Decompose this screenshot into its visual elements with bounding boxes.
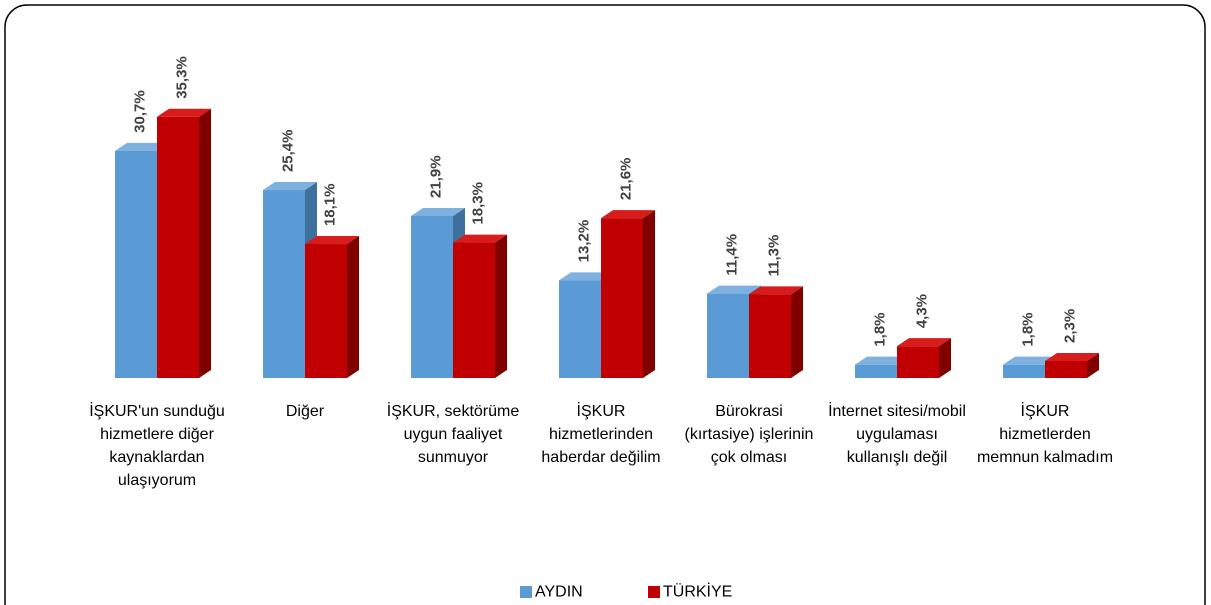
bar-front [263,190,305,378]
x-tick-label: Diğer [285,403,325,420]
bar [453,234,507,378]
bar-front [411,215,453,378]
value-label: 25,4% [280,129,297,172]
bar-top [559,272,613,281]
bar-front [453,242,495,378]
bar-top [157,108,211,117]
bar-front [749,294,791,378]
bar-front [707,293,749,378]
value-label: 11,3% [766,235,783,277]
value-label: 11,4% [724,234,741,276]
bar-front [601,218,643,378]
value-label: 4,3% [914,294,931,328]
bar-front [1045,360,1087,378]
bar-side [199,108,211,378]
bar-top [305,236,359,245]
value-label: 21,6% [618,158,635,201]
bar-side [495,234,507,378]
bar-side [791,286,803,378]
bar [1045,352,1099,378]
x-tick-label: İnternet sitesi/mobil uygulaması kullanı… [828,403,966,466]
bar [601,210,655,378]
bar-front [559,280,601,378]
bar-top [1045,352,1099,361]
value-label: 13,2% [576,220,593,263]
bar [855,356,909,378]
legend-label: TÜRKİYE [663,582,732,601]
bar [305,236,359,378]
legend-swatch [520,586,532,598]
legend-label: AYDIN [535,584,583,601]
value-label: 1,8% [1020,312,1037,346]
bar-side [643,210,655,378]
bar-side [939,338,951,378]
bar-top [411,207,465,216]
bar-front [855,364,897,378]
value-label: 18,3% [470,182,487,225]
x-tick-label: İŞKUR hizmetlerden memnun kalmadım [976,403,1114,466]
value-label: 1,8% [872,312,889,346]
value-label: 2,3% [1062,309,1079,343]
bar-top [263,182,317,191]
bar-front [115,150,157,378]
bar-top [115,142,169,151]
bar [263,182,317,378]
value-label: 21,9% [428,155,445,198]
bar-top [707,285,761,294]
bar-top [601,210,655,219]
value-label: 30,7% [132,90,149,133]
bar-front [1003,364,1045,378]
bar-top [749,286,803,295]
bar-top [1003,356,1057,365]
legend-swatch [648,586,660,598]
x-tick-label: Bürokrasi (kırtasiye) işlerinin çok olma… [684,403,814,466]
bar [157,108,211,378]
bar-side [1087,352,1099,378]
value-label: 35,3% [174,56,191,99]
x-tick-label: İŞKUR, sektörüme uygun faaliyet sunmuyor [386,403,520,466]
value-label: 18,1% [322,184,339,227]
bar [897,338,951,378]
bar-front [897,346,939,378]
bar-side [347,236,359,378]
x-tick-label: İŞKUR hizmetlerinden haberdar değilim [541,403,661,466]
x-tick-label: İŞKUR'un sunduğu hizmetlere diğer kaynak… [89,403,225,489]
bar-front [157,116,199,378]
bar-top [453,234,507,243]
bar-top [897,338,951,347]
bar-top [855,356,909,365]
bar [749,286,803,378]
bar-front [305,244,347,378]
